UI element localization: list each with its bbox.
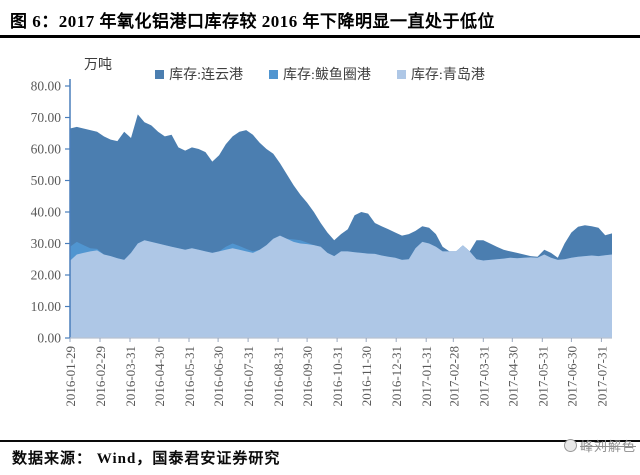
x-axis-tick-label: 2016-08-31 [271,346,286,407]
watermark-logo-icon [563,439,577,452]
x-axis-tick-label: 2016-03-31 [123,346,138,407]
x-axis-tick-label: 2016-02-29 [93,346,108,407]
x-axis-tick-label: 2016-10-31 [330,346,345,407]
x-axis-tick-label: 2016-06-30 [211,346,226,407]
x-axis-tick-label: 2017-07-31 [594,346,609,407]
watermark-text: 峰刘解色 [579,439,636,454]
y-axis-tick-label: 0.00 [37,331,61,346]
x-axis-tick-label: 2017-02-28 [446,346,461,407]
legend-item-库存:连云港: 库存:连云港 [155,64,243,84]
watermark: 峰刘解色 [563,436,636,455]
title-divider [0,35,640,38]
area-series-库存:青岛港 [70,235,612,338]
chart-legend: 库存:连云港 库存:鲅鱼圈港 库存:青岛港 [0,64,640,84]
x-axis-tick-label: 2017-04-30 [505,346,520,407]
x-axis-tick-label: 2016-04-30 [152,346,167,407]
y-axis-tick-label: 80.00 [31,79,62,94]
y-axis-tick-label: 50.00 [31,173,62,188]
y-axis-tick-label: 70.00 [31,110,62,125]
x-axis-tick-label: 2017-06-30 [564,346,579,407]
y-axis-tick-label: 10.00 [31,299,62,314]
legend-item-库存:鲅鱼圈港: 库存:鲅鱼圈港 [269,64,371,84]
footer-divider [0,440,640,442]
x-axis-tick-label: 2016-05-31 [182,346,197,407]
x-axis-tick-label: 2016-11-30 [359,346,374,406]
y-axis-tick-label: 40.00 [31,205,62,220]
y-axis-tick-label: 30.00 [31,236,62,251]
legend-label: 库存:连云港 [169,68,244,83]
legend-marker-icon [396,69,406,79]
legend-marker-icon [269,69,279,79]
y-axis-unit-label: 万吨 [84,58,112,73]
x-axis-tick-label: 2016-07-31 [241,346,256,407]
x-axis-tick-label: 2017-01-31 [419,346,434,407]
data-source-note: 数据来源： Wind，国泰君安证券研究 [12,451,281,467]
x-axis-tick-label: 2017-03-31 [476,346,491,407]
y-axis-tick-label: 60.00 [31,142,62,157]
x-axis-tick-label: 2016-09-30 [300,346,315,407]
legend-item-库存:青岛港: 库存:青岛港 [396,64,485,84]
x-axis-tick-label: 2016-01-29 [63,346,78,407]
legend-marker-icon [155,69,165,79]
legend-label: 库存:青岛港 [410,68,485,83]
x-axis-tick-label: 2017-05-31 [535,346,550,407]
x-axis-tick-label: 2016-12-31 [389,346,404,407]
legend-label: 库存:鲅鱼圈港 [283,68,371,83]
figure-title: 图 6：2017 年氧化铝港口库存较 2016 年下降明显一直处于低位 [10,12,495,31]
y-axis-tick-label: 20.00 [31,268,62,283]
